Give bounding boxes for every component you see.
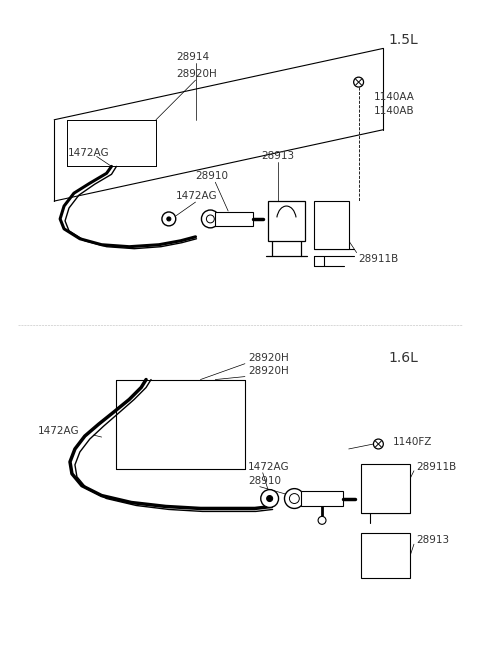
Text: 1140AB: 1140AB bbox=[373, 106, 414, 116]
Text: 28911B: 28911B bbox=[359, 253, 399, 263]
Text: 28914: 28914 bbox=[176, 52, 209, 62]
Circle shape bbox=[206, 215, 214, 223]
Bar bbox=[268, 201, 305, 241]
Bar bbox=[360, 533, 410, 578]
Text: 28920H: 28920H bbox=[176, 69, 216, 79]
Text: 28913: 28913 bbox=[262, 151, 295, 162]
Text: 28920H: 28920H bbox=[248, 365, 288, 375]
Circle shape bbox=[318, 516, 326, 524]
Text: 28913: 28913 bbox=[416, 535, 449, 545]
Text: 1472AG: 1472AG bbox=[176, 191, 217, 201]
Text: 1472AG: 1472AG bbox=[68, 149, 109, 159]
Text: 28910: 28910 bbox=[195, 172, 228, 181]
Text: 1140FZ: 1140FZ bbox=[393, 437, 432, 447]
Text: 28920H: 28920H bbox=[248, 353, 288, 363]
Bar bbox=[360, 464, 410, 514]
Circle shape bbox=[267, 496, 273, 502]
Text: 28911B: 28911B bbox=[416, 462, 456, 472]
Text: 1.6L: 1.6L bbox=[388, 350, 418, 365]
Text: 1.5L: 1.5L bbox=[388, 33, 418, 47]
Text: 1472AG: 1472AG bbox=[37, 426, 79, 436]
Text: 28910: 28910 bbox=[248, 476, 281, 486]
Circle shape bbox=[202, 210, 219, 228]
Circle shape bbox=[354, 77, 363, 87]
Circle shape bbox=[167, 217, 171, 221]
Bar bbox=[301, 491, 343, 506]
Circle shape bbox=[373, 439, 384, 449]
Bar bbox=[314, 201, 349, 249]
Circle shape bbox=[289, 494, 300, 504]
Circle shape bbox=[261, 490, 278, 508]
Circle shape bbox=[162, 212, 176, 226]
Text: 1140AA: 1140AA bbox=[373, 92, 414, 102]
Circle shape bbox=[285, 489, 304, 508]
Text: 1472AG: 1472AG bbox=[248, 462, 289, 472]
Bar bbox=[216, 212, 253, 226]
